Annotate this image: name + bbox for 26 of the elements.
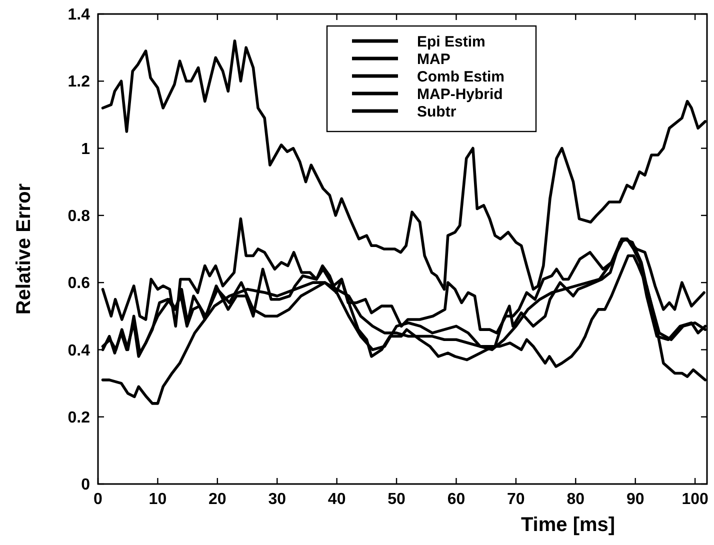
legend-label: Epi Estim [417, 33, 486, 50]
x-tick-label: 10 [148, 491, 167, 508]
y-tick-label: 0.2 [68, 409, 90, 426]
legend-label: MAP-Hybrid [417, 86, 503, 103]
legend-label: Subtr [417, 103, 456, 120]
y-tick-label: 0 [81, 476, 90, 494]
y-tick-label: 0.6 [68, 275, 90, 292]
y-tick-label: 0.4 [68, 342, 90, 360]
y-tick-label: 0.8 [68, 208, 90, 226]
x-tick-label: 60 [447, 491, 466, 508]
x-axis-title: Time [ms] [520, 514, 616, 536]
y-tick-label: 1.4 [68, 6, 90, 24]
legend-label: MAP [417, 50, 450, 68]
legend-label: Comb Estim [417, 68, 505, 86]
x-tick-label: 50 [388, 491, 406, 508]
x-tick-label: 100 [682, 491, 709, 508]
y-axis-title: Relative Error [13, 183, 35, 315]
x-tick-label: 90 [626, 491, 644, 508]
x-tick-label: 20 [208, 491, 226, 508]
x-tick-label: 40 [328, 491, 346, 508]
y-tick-label: 1 [81, 140, 90, 158]
x-tick-label: 70 [507, 491, 525, 508]
y-tick-label: 1.2 [68, 74, 90, 91]
x-tick-label: 30 [268, 491, 286, 508]
x-tick-label: 0 [94, 491, 103, 508]
x-tick-label: 80 [566, 491, 585, 508]
